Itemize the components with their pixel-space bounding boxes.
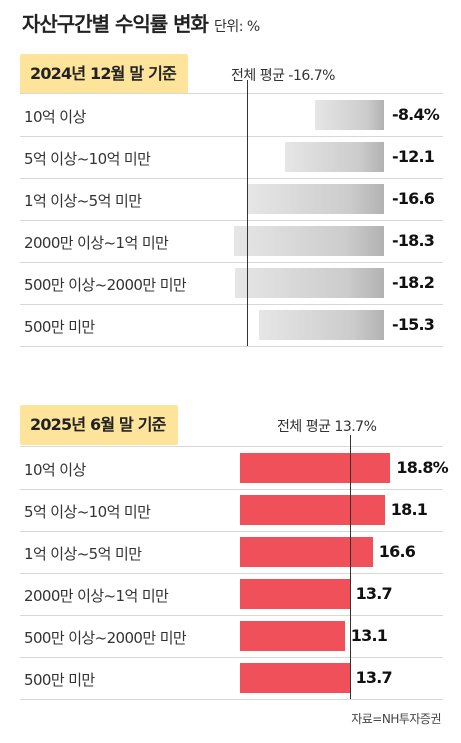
category-label: 10억 이상 xyxy=(24,108,86,126)
table-row: 1억 이상~5억 미만 -16.6 xyxy=(20,178,443,221)
value-label: -16.6 xyxy=(392,189,435,208)
bar-mark xyxy=(240,663,350,693)
value-label: 13.7 xyxy=(355,584,393,603)
bar-mark xyxy=(235,268,384,298)
bar-mark xyxy=(258,310,384,340)
value-label: 18.1 xyxy=(390,500,428,519)
table-row: 5억 이상~10억 미만 -12.1 xyxy=(20,136,443,179)
average-label: 전체 평균 -16.7% xyxy=(231,68,335,84)
panel-header: 2025년 6월 말 기준 전체 평균 13.7% xyxy=(20,405,443,445)
bar-rows: 10억 이상 -8.4% 5억 이상~10억 미만 -12.1 1억 이상~5억 미만 -… xyxy=(20,80,443,347)
bar-mark xyxy=(240,453,391,483)
category-label: 5억 이상~10억 미만 xyxy=(24,150,151,168)
average-line xyxy=(349,435,351,699)
unit-label: 단위: % xyxy=(213,19,260,35)
period-tag: 2025년 6월 말 기준 xyxy=(20,405,178,445)
table-row: 2000만 이상~1억 미만 -18.3 xyxy=(20,220,443,263)
category-label: 10억 이상 xyxy=(24,461,86,479)
category-label: 500만 미만 xyxy=(24,671,95,689)
bar-mark xyxy=(285,142,384,172)
value-label: 13.1 xyxy=(350,626,388,645)
table-row: 500만 미만 -15.3 xyxy=(20,304,443,347)
table-row: 5억 이상~10억 미만 18.1 xyxy=(20,489,443,532)
bar-mark xyxy=(240,537,373,567)
value-label: -12.1 xyxy=(392,147,435,166)
bar-mark xyxy=(234,226,384,256)
category-label: 1억 이상~5억 미만 xyxy=(24,192,142,210)
table-row: 2000만 이상~1억 미만 13.7 xyxy=(20,573,443,616)
bar-mark xyxy=(240,621,345,651)
value-label: 13.7 xyxy=(355,668,393,687)
category-label: 2000만 이상~1억 미만 xyxy=(24,234,169,252)
panel-2024-december: 2024년 12월 말 기준 전체 평균 -16.7% 10억 이상 -8.4% 5… xyxy=(20,54,443,347)
category-label: 500만 이상~2000만 미만 xyxy=(24,276,187,294)
average-line xyxy=(247,80,249,346)
category-label: 1억 이상~5억 미만 xyxy=(24,545,142,563)
period-tag: 2024년 12월 말 기준 xyxy=(20,54,188,94)
value-label: -8.4% xyxy=(392,105,440,124)
bar-mark xyxy=(315,100,384,130)
value-label: 18.8% xyxy=(396,458,448,477)
value-label: -15.3 xyxy=(392,315,435,334)
table-row: 10억 이상 -8.4% xyxy=(20,94,443,137)
value-label: 16.6 xyxy=(378,542,416,561)
category-label: 500만 이상~2000만 미만 xyxy=(24,629,187,647)
category-label: 2000만 이상~1억 미만 xyxy=(24,587,169,605)
panel-2025-june: 2025년 6월 말 기준 전체 평균 13.7% 10억 이상 18.8% 5억 … xyxy=(20,405,449,700)
bar-mark xyxy=(240,495,385,525)
table-row: 500만 이상~2000만 미만 13.1 xyxy=(20,615,443,658)
chart-title: 자산구간별 수익률 변화 단위: % xyxy=(22,8,260,37)
bar-mark xyxy=(248,184,384,214)
bar-rows: 10억 이상 18.8% 5억 이상~10억 미만 18.1 1억 이상~5억 미만 16… xyxy=(20,435,449,700)
table-row: 1억 이상~5억 미만 16.6 xyxy=(20,531,443,574)
table-row: 500만 미만 13.7 xyxy=(20,657,443,700)
average-label: 전체 평균 13.7% xyxy=(277,419,377,435)
value-label: -18.2 xyxy=(392,273,435,292)
table-row: 10억 이상 18.8% xyxy=(20,447,449,490)
source-note: 자료=NH투자증권 xyxy=(351,712,441,726)
value-label: -18.3 xyxy=(392,231,435,250)
bar-mark xyxy=(240,579,350,609)
table-row: 500만 이상~2000만 미만 -18.2 xyxy=(20,262,443,305)
panel-header: 2024년 12월 말 기준 전체 평균 -16.7% xyxy=(20,54,443,94)
category-label: 5억 이상~10억 미만 xyxy=(24,503,151,521)
category-label: 500만 미만 xyxy=(24,318,95,336)
chart-title-text: 자산구간별 수익률 변화 xyxy=(22,12,209,36)
